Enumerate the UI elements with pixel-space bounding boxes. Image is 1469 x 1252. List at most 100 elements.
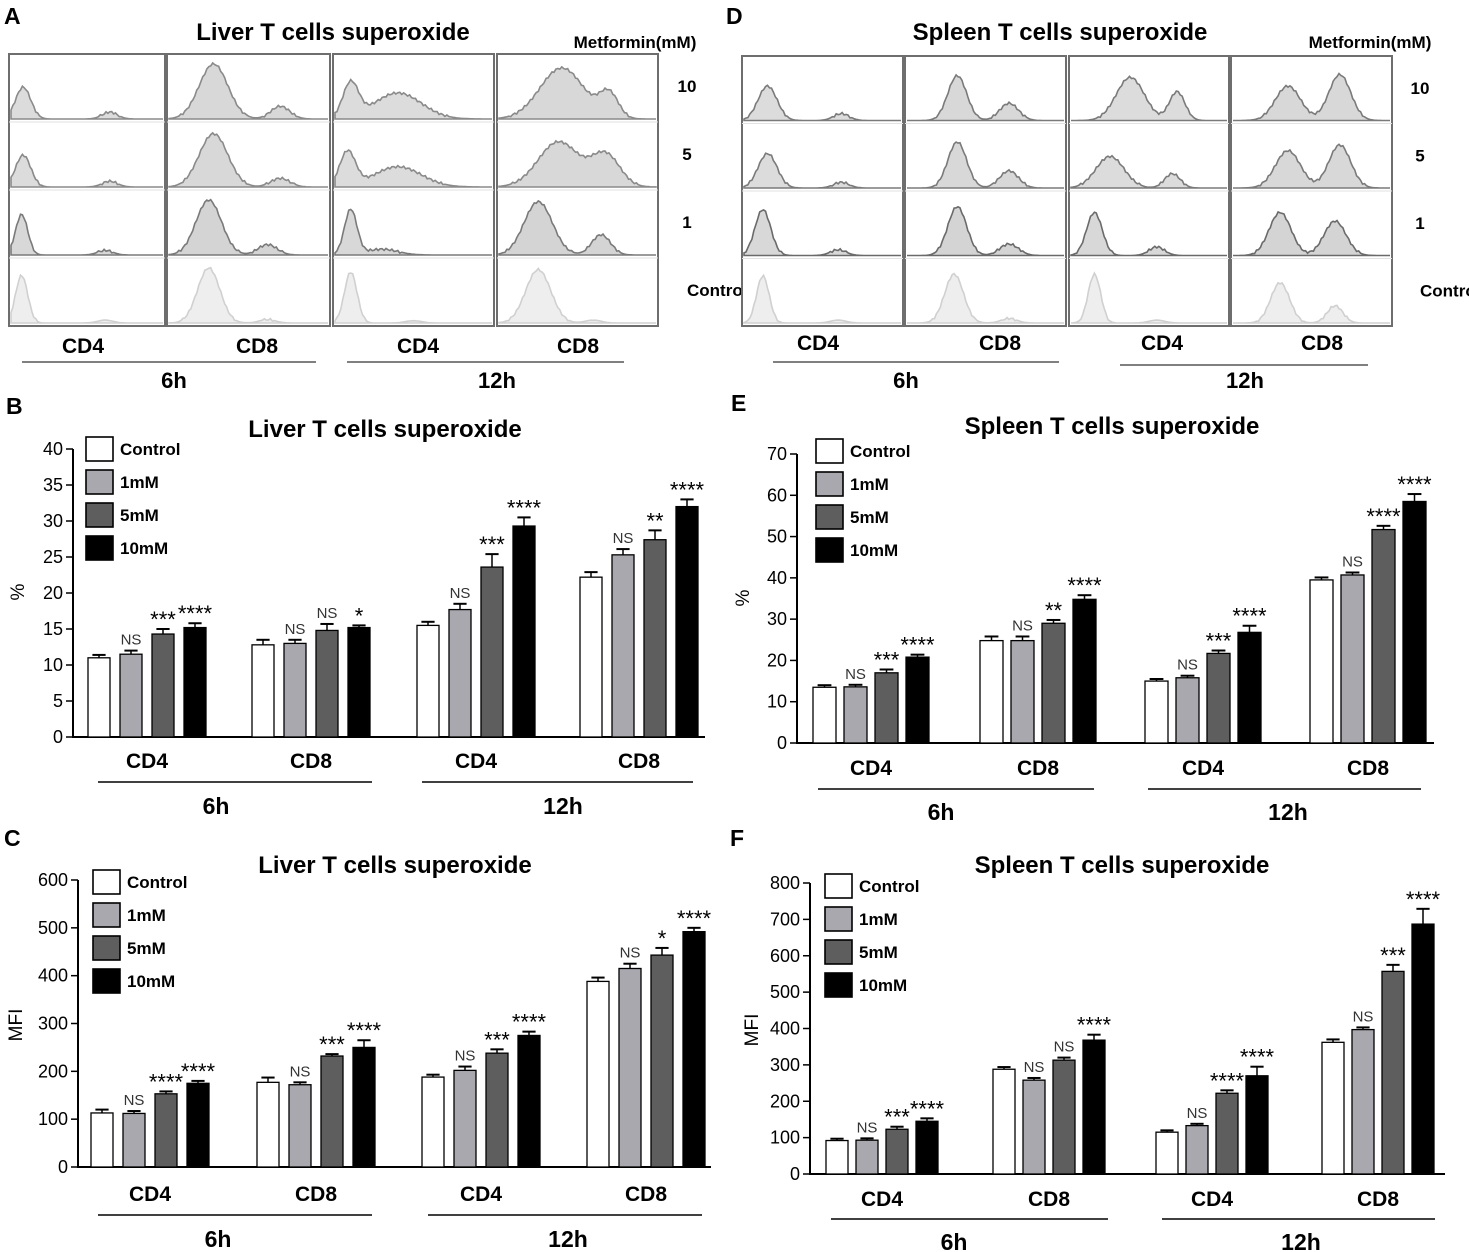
y-tick-label: 25 [43, 547, 63, 567]
legend-swatch [92, 968, 121, 994]
subgroup-label: CD4 [62, 335, 104, 358]
bar-chart-spleen-percent: Spleen T cells superoxide% 0 10 20 30 40 50 60 7… [733, 413, 1434, 825]
histogram-curve [1070, 154, 1227, 189]
significance-ns: NS [317, 605, 338, 622]
significance-stars: **** [910, 1096, 945, 1121]
significance-stars: **** [507, 495, 542, 520]
legend-swatch [815, 537, 844, 563]
legend-label: 1mM [859, 910, 898, 929]
significance-stars: *** [150, 607, 176, 632]
y-tick-label: 200 [38, 1061, 68, 1081]
subgroup-label: CD8 [557, 335, 599, 358]
y-tick-label: 20 [43, 583, 63, 603]
histogram-curve [498, 267, 656, 324]
legend-swatch [824, 972, 853, 998]
legend-label: 10mM [120, 539, 168, 558]
y-tick-label: 60 [767, 485, 787, 505]
legend-swatch [85, 502, 114, 528]
bar [1185, 1124, 1209, 1175]
bar [1052, 1059, 1076, 1175]
y-tick-label: 200 [770, 1091, 800, 1111]
bar [1041, 622, 1066, 744]
bar-chart-liver-mfi: Liver T cells superoxide MFI 0 100 200 300 400… [6, 852, 712, 1252]
y-tick-label: 35 [43, 475, 63, 495]
y-tick-label: 100 [770, 1128, 800, 1148]
histogram-curve [743, 152, 901, 189]
bar [154, 1093, 178, 1168]
dose-label: 10 [678, 77, 697, 96]
subgroup-label: CD8 [236, 335, 278, 358]
significance-ns: NS [455, 1048, 476, 1065]
bar [1155, 1131, 1179, 1175]
panel-letter-f: F [730, 825, 744, 851]
legend-label: 10mM [850, 541, 898, 560]
bar [315, 629, 339, 738]
significance-stars: * [355, 603, 364, 628]
significance-stars: **** [1406, 887, 1441, 912]
legend-swatch [85, 469, 114, 495]
significance-stars: *** [884, 1105, 910, 1130]
legend-label: 1mM [127, 906, 166, 925]
significance-ns: NS [620, 945, 641, 962]
legend-label: 5mM [850, 508, 889, 527]
group-label: 6h [161, 368, 187, 393]
significance-stars: * [658, 926, 667, 951]
histogram-curve [1070, 211, 1227, 257]
bar [453, 1069, 477, 1168]
y-tick-label: 0 [790, 1164, 800, 1184]
y-axis-label: % [8, 583, 29, 600]
histogram-curve [743, 273, 901, 324]
bar [512, 525, 536, 738]
histogram-curve [334, 272, 492, 324]
bar [421, 1076, 445, 1168]
group-label: 6h [205, 1226, 232, 1252]
significance-stars: **** [1366, 504, 1401, 529]
category-label: CD8 [290, 750, 332, 773]
histogram-panel-liver: Liver T cells superoxide Metformin(mM) 10 5… [8, 19, 747, 393]
legend-swatch [824, 939, 853, 965]
bar [186, 1082, 210, 1168]
histogram-curve [498, 139, 657, 188]
significance-stars: **** [178, 601, 213, 626]
y-tick-label: 300 [38, 1014, 68, 1034]
histogram-curve [743, 208, 901, 257]
y-tick-label: 50 [767, 527, 787, 547]
legend-label: Control [120, 440, 180, 459]
bar [979, 639, 1004, 744]
histogram-curve [743, 84, 901, 122]
dose-label: Control [1420, 281, 1469, 300]
category-label: CD8 [618, 750, 660, 773]
bar [915, 1120, 939, 1175]
bar [416, 624, 440, 738]
bar [256, 1081, 280, 1168]
y-tick-label: 300 [770, 1055, 800, 1075]
bar [1309, 579, 1334, 744]
dose-label: 5 [1415, 146, 1424, 165]
bar [1206, 652, 1231, 744]
bar [874, 672, 899, 744]
y-tick-label: 0 [58, 1157, 68, 1177]
significance-ns: NS [285, 621, 306, 638]
group-label: 6h [203, 793, 230, 819]
group-label: 12h [478, 368, 516, 393]
bar [1175, 677, 1200, 744]
bar [1144, 680, 1169, 744]
significance-ns: NS [1177, 657, 1198, 674]
legend-swatch [85, 436, 114, 462]
bar [1237, 631, 1262, 744]
y-axis-label: % [733, 589, 754, 606]
legend-swatch [815, 438, 844, 464]
bar [650, 954, 674, 1168]
legend-swatch [85, 535, 114, 561]
significance-stars: **** [677, 906, 712, 931]
panel-letter-b: B [6, 393, 23, 419]
bar [586, 980, 610, 1168]
y-tick-label: 10 [43, 655, 63, 675]
significance-ns: NS [124, 1092, 145, 1109]
bar [183, 626, 207, 738]
histogram-curve [907, 73, 1064, 122]
bar [1381, 970, 1405, 1175]
significance-stars: **** [1240, 1045, 1275, 1070]
bar [251, 644, 275, 738]
significance-ns: NS [1024, 1059, 1045, 1076]
